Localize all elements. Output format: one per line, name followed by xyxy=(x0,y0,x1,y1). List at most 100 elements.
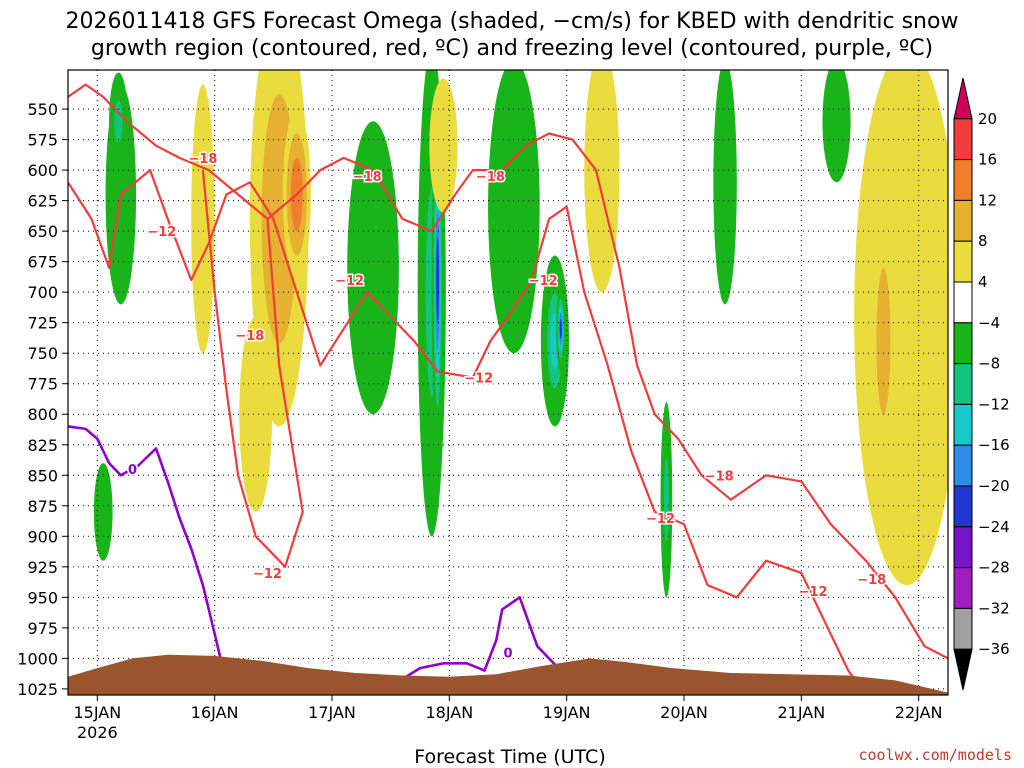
terrain-fill xyxy=(68,654,948,695)
contour-neg18-line xyxy=(68,83,948,660)
x-tick-label-18JAN: 18JAN xyxy=(425,703,473,722)
plot-frame xyxy=(67,69,949,696)
contour-label-0: −18 xyxy=(188,152,217,167)
x-tick-label-17JAN: 17JAN xyxy=(308,703,356,722)
y-tick-label-625: 625 xyxy=(27,192,58,211)
title-line-1: 2026011418 GFS Forecast Omega (shaded, −… xyxy=(66,9,959,34)
y-tick-label-900: 900 xyxy=(27,527,58,546)
y-tick-label-575: 575 xyxy=(27,131,58,150)
omega-blob-2-level-1 xyxy=(97,482,109,542)
colorbar-swatch-1 xyxy=(953,118,973,161)
colorbar-swatch-8 xyxy=(953,403,973,446)
colorbar: 20 16 12 8 4 −4 −8 −12 −16 −20 −24 −28 −32 −36 xyxy=(953,77,1010,691)
y-tick-label-925: 925 xyxy=(27,558,58,577)
omega-blob-7-level-1 xyxy=(357,179,389,356)
contour-label-9: −12 xyxy=(646,512,675,527)
contour-label-2: −18 xyxy=(235,329,264,344)
colorbar-swatch-5 xyxy=(953,281,973,324)
colorbar-label-3: 8 xyxy=(978,232,988,250)
credit-link[interactable]: coolwx.com/models xyxy=(858,746,1012,764)
y-tick-label-700: 700 xyxy=(27,283,58,302)
freezing-level-line-2 xyxy=(395,595,568,684)
x-tick-label-16JAN: 16JAN xyxy=(191,703,239,722)
contours: −18 −12 −18 −18 −12 −18 −12 −12 −12 −12 −18 −12 −18 0… xyxy=(68,83,948,695)
freezing-level-line xyxy=(68,425,222,659)
y-tick-label-600: 600 xyxy=(27,161,58,180)
colorbar-label-7: −12 xyxy=(978,395,1010,413)
colorbar-swatch-4 xyxy=(953,240,973,283)
colorbar-label-5: −4 xyxy=(978,314,1000,332)
y-axis: 550 575 600 625 650 675 700 725 750 775 800 825 850 8… xyxy=(17,100,68,699)
gridlines xyxy=(68,70,948,695)
contour-label-3: −18 xyxy=(353,170,382,185)
x-axis: 15JAN 16JAN 17JAN 18JAN 19JAN 20JAN 21JAN 22JAN… xyxy=(73,695,943,742)
colorbar-label-4: 4 xyxy=(978,273,988,291)
x-tick-label-20JAN: 20JAN xyxy=(660,703,708,722)
omega-blob-6-level-0 xyxy=(191,84,215,354)
colorbar-label-11: −28 xyxy=(978,559,1010,577)
title-line-2: growth region (contoured, red, ºC) and f… xyxy=(91,36,933,61)
contour-label-6: −12 xyxy=(529,274,558,289)
y-tick-label-775: 775 xyxy=(27,375,58,394)
terrain xyxy=(68,654,948,695)
y-tick-label-550: 550 xyxy=(27,100,58,119)
y-tick-label-1000: 1000 xyxy=(17,649,58,668)
contour-label-10: −18 xyxy=(705,469,734,484)
omega-blob-9-level-5 xyxy=(436,237,439,323)
colorbar-label-9: −20 xyxy=(978,477,1010,495)
y-tick-label-675: 675 xyxy=(27,253,58,272)
y-tick-label-725: 725 xyxy=(27,314,58,333)
y-tick-label-850: 850 xyxy=(27,466,58,485)
contour-label-11: −12 xyxy=(799,585,828,600)
colorbar-label-1: 16 xyxy=(978,151,997,169)
x-tick-label-15JAN: 15JAN xyxy=(73,703,121,722)
x-year-label: 2026 xyxy=(77,723,118,742)
colorbar-swatch-6 xyxy=(953,322,973,365)
contour-label-4: −12 xyxy=(335,274,364,289)
y-tick-label-875: 875 xyxy=(27,497,58,516)
omega-blob-1-level-2 xyxy=(114,100,123,143)
y-tick-label-1025: 1025 xyxy=(17,680,58,699)
y-tick-label-800: 800 xyxy=(27,405,58,424)
colorbar-label-12: −32 xyxy=(978,599,1010,617)
colorbar-swatch-13 xyxy=(953,607,973,650)
omega-blob-11-level-1 xyxy=(498,118,530,295)
contour-label-12: −18 xyxy=(857,573,886,588)
x-tick-label-22JAN: 22JAN xyxy=(895,703,943,722)
contour-label-13: 0 xyxy=(128,463,137,478)
x-axis-title: Forecast Time (UTC) xyxy=(414,746,605,768)
y-tick-label-650: 650 xyxy=(27,222,58,241)
colorbar-top-triangle xyxy=(953,77,973,120)
y-tick-label-825: 825 xyxy=(27,436,58,455)
omega-blob-17-level-0 xyxy=(854,70,948,586)
plot-area: −18 −12 −18 −18 −12 −18 −12 −12 −12 −12 −18 −12 −18 0… xyxy=(67,69,949,696)
colorbar-label-8: −16 xyxy=(978,436,1010,454)
colorbar-label-13: −36 xyxy=(978,640,1010,658)
omega-blob-13-level-5 xyxy=(559,318,562,339)
omega-blob-19-level-1 xyxy=(828,84,845,158)
omega-blob-10-level-0 xyxy=(429,78,458,213)
colorbar-label-10: −24 xyxy=(978,518,1010,536)
x-tick-label-19JAN: 19JAN xyxy=(543,703,591,722)
x-tick-label-21JAN: 21JAN xyxy=(777,703,825,722)
contour-label-1: −12 xyxy=(147,225,176,240)
contour-label-5: −18 xyxy=(476,170,505,185)
contour-neg12-line xyxy=(68,169,867,695)
omega-blob-15-level-2 xyxy=(663,457,669,542)
colorbar-label-6: −8 xyxy=(978,355,1000,373)
contour-neg12-edge-line xyxy=(201,169,304,568)
omega-blob-5-level-0 xyxy=(239,316,273,512)
y-tick-label-750: 750 xyxy=(27,344,58,363)
colorbar-swatch-7 xyxy=(953,363,973,405)
omega-blob-14-level-0 xyxy=(584,70,620,293)
colorbar-swatch-11 xyxy=(953,526,973,569)
y-tick-label-975: 975 xyxy=(27,619,58,638)
contour-label-8: −12 xyxy=(253,567,282,582)
y-tick-label-950: 950 xyxy=(27,588,58,607)
colorbar-label-2: 12 xyxy=(978,191,997,209)
contour-label-7: −12 xyxy=(464,372,493,387)
colorbar-swatch-12 xyxy=(953,567,973,609)
colorbar-swatch-2 xyxy=(953,159,973,201)
contour-label-14: 0 xyxy=(503,646,512,661)
